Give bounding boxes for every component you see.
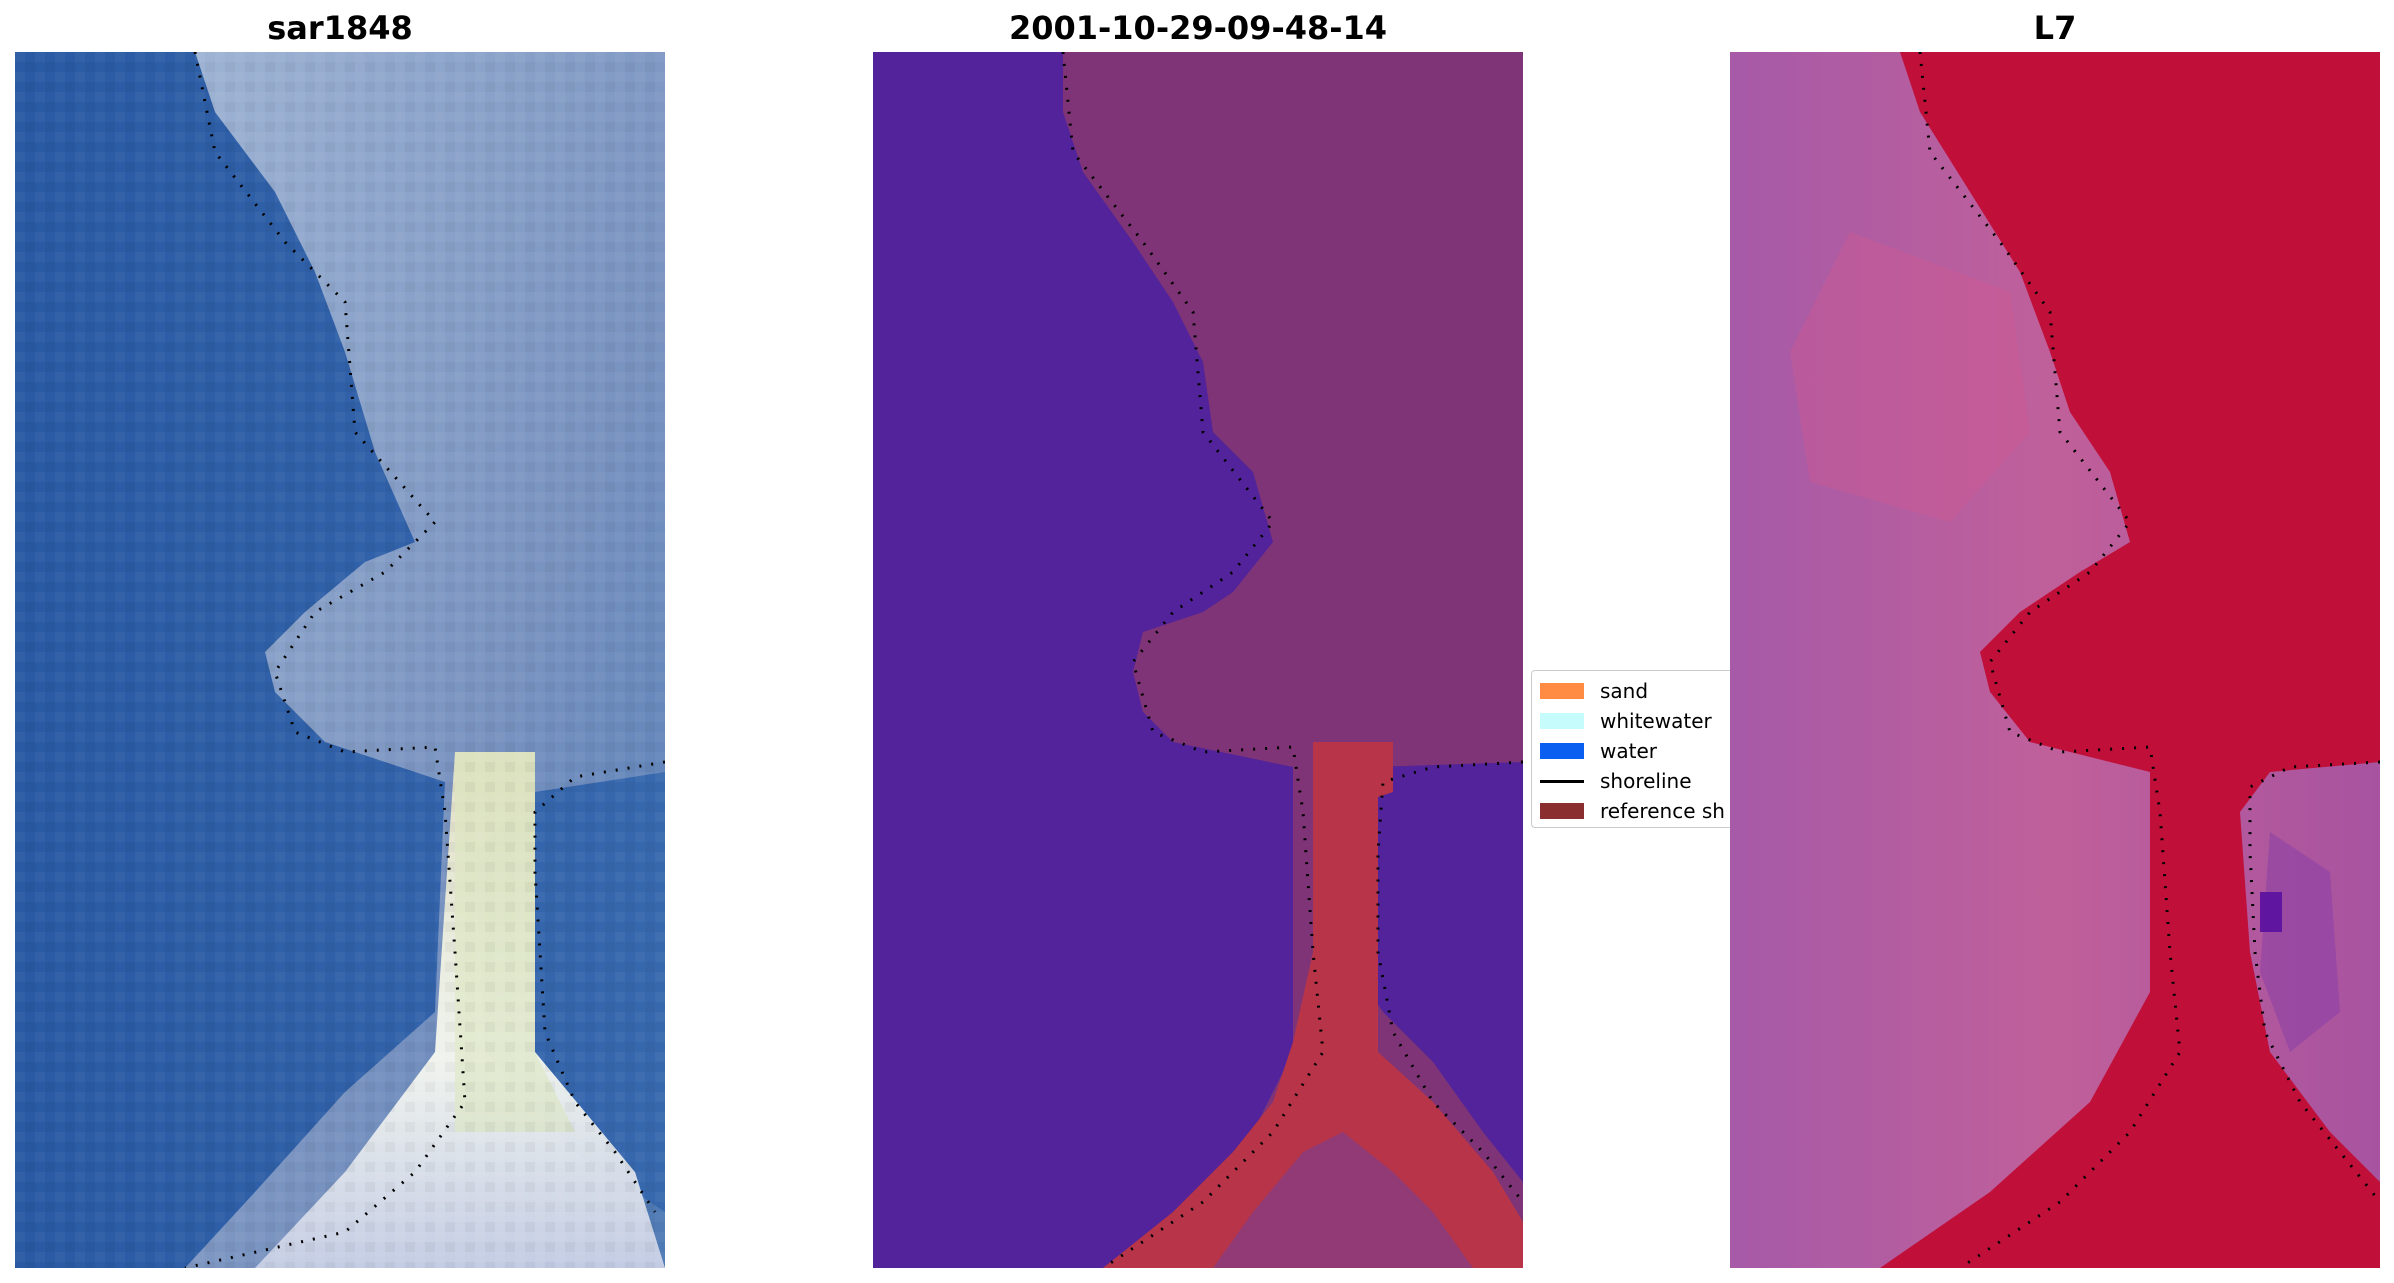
sand-swatch-icon (1540, 683, 1584, 699)
legend: sand whitewater water shoreline referenc… (1531, 670, 1730, 828)
l7-panel (1730, 52, 2380, 1268)
legend-item-shoreline: shoreline (1540, 767, 1730, 795)
legend-item-reference-shoreline: reference sh (1540, 797, 1730, 825)
whitewater-swatch-icon (1540, 713, 1584, 729)
panel-title-rgb: sar1848 (267, 9, 413, 47)
legend-label: shoreline (1600, 769, 1692, 793)
panel-title-classification: 2001-10-29-09-48-14 (1008, 9, 1388, 47)
legend-item-sand: sand (1540, 677, 1730, 705)
classification-image (873, 52, 1523, 1268)
shoreline-line-icon (1540, 779, 1584, 783)
legend-label: sand (1600, 679, 1649, 703)
legend-label: reference sh (1600, 799, 1725, 823)
panel-title-index: L7 (2033, 9, 2077, 47)
classification-panel (873, 52, 1523, 1268)
reference-swatch-icon (1540, 803, 1584, 819)
legend-item-water: water (1540, 737, 1730, 765)
l7-image (1730, 52, 2380, 1268)
water-swatch-icon (1540, 743, 1584, 759)
legend-label: whitewater (1600, 709, 1712, 733)
rgb-image (15, 52, 665, 1268)
legend-label: water (1600, 739, 1657, 763)
legend-item-whitewater: whitewater (1540, 707, 1730, 735)
rgb-image-panel (15, 52, 665, 1268)
